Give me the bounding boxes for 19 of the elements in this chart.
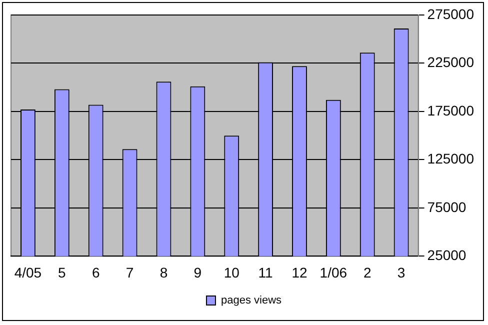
y-tick-label: 75000 (427, 198, 466, 215)
x-tick-label: 11 (258, 264, 274, 280)
x-tick-label: 5 (58, 264, 66, 280)
y-tick-label: 275000 (427, 6, 474, 22)
y-tick-label: 125000 (427, 150, 474, 167)
y-tick-label: 225000 (427, 54, 474, 70)
x-tick-label: 1/06 (320, 264, 348, 280)
x-tick-label: 2 (363, 264, 372, 280)
x-tick-label: 9 (194, 264, 202, 280)
x-tick-label: 4/05 (14, 264, 42, 280)
y-tick-label: 25000 (427, 247, 466, 264)
x-tick-label: 7 (126, 264, 134, 280)
x-tick-label: 12 (292, 264, 308, 280)
x-tick-label: 3 (397, 264, 406, 280)
x-tick-label: 10 (224, 264, 240, 280)
x-tick-label: 8 (160, 264, 168, 280)
legend-label: pages views (220, 294, 282, 307)
x-tick-label: 6 (92, 264, 100, 280)
y-tick-label: 175000 (427, 102, 474, 118)
